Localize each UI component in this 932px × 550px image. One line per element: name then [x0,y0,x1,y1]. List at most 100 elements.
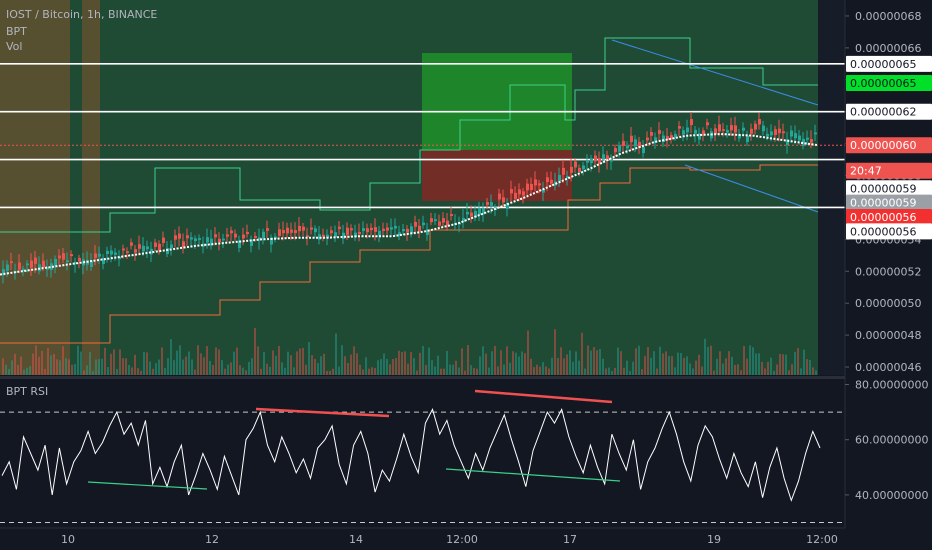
volume-bar [161,347,163,375]
volume-bar [455,360,457,375]
price-pane[interactable] [0,0,845,375]
volume-bar [539,366,541,375]
volume-bar [110,353,112,375]
volume-bar [587,345,589,375]
volume-bar [350,354,352,375]
volume-bar [683,357,685,375]
volume-bar [737,364,739,375]
candle-body [146,246,149,250]
time-tick-label: 10 [61,533,75,546]
price-badge[interactable] [846,137,932,154]
volume-bar [29,366,31,375]
price-badge-label: 0.00000056 [850,211,916,224]
candle-body [214,234,217,238]
volume-bar [725,358,727,375]
volume-bar [239,365,241,375]
candle-body [254,235,257,238]
candle-body [782,131,785,134]
candle-body [694,129,697,134]
price-badge[interactable] [846,103,932,120]
price-badge[interactable] [846,55,932,72]
volume-bar [116,368,118,375]
candle-body [426,229,429,235]
volume-bar [353,346,355,375]
rsi-tick-label: 60.00000000 [855,434,928,447]
channel-upper-line [611,39,819,106]
candle-body [134,249,137,253]
candle-body [690,119,693,126]
candle-body [442,218,445,223]
candle-body [26,263,29,266]
volume-bar [605,368,607,375]
volume-bar [635,348,637,375]
candle-body [562,167,565,175]
candle-body [502,197,505,203]
candle-body [6,264,9,271]
candle-body [250,239,253,246]
vol-legend[interactable]: Vol [6,40,23,53]
volume-bar [2,358,4,375]
volume-bar [44,368,46,375]
time-axis[interactable]: 10 12 14 12:00 17 19 12:00 [0,527,845,546]
volume-bar [476,368,478,375]
candle-body [202,243,205,247]
volume-bar [584,368,586,375]
volume-bar [575,351,577,375]
volume-bar [194,369,196,375]
price-badge-label: 0.00000065 [850,58,916,71]
volume-bar [242,367,244,375]
candle-body [646,137,649,141]
volume-bar [485,353,487,375]
volume-bar [131,367,133,375]
future-area [818,0,845,375]
rsi-pane[interactable] [0,376,845,523]
volume-bar [293,367,295,375]
volume-bar [812,367,814,375]
candle-body [698,133,701,140]
candle-body [262,231,265,239]
price-badge[interactable] [846,209,932,226]
volume-bar [83,370,85,375]
volume-bar [77,345,79,375]
candle-body [314,228,317,233]
volume-bar [653,351,655,375]
price-badge[interactable] [846,180,932,197]
candle-body [298,225,301,232]
volume-bar [182,359,184,375]
candle-body [106,250,109,254]
volume-bar [692,368,694,375]
pane-separator[interactable] [0,376,845,379]
price-axis[interactable]: 0.000000680.000000660.000000640.00000062… [844,0,932,528]
volume-bar [158,359,160,375]
symbol-legend[interactable]: IOST / Bitcoin, 1h, BINANCE [6,8,158,21]
price-badge[interactable] [846,162,932,179]
candle-body [474,210,477,218]
volume-bar [95,359,97,375]
candle-body [778,128,781,134]
volume-bar [404,351,406,375]
price-badge[interactable] [846,74,932,91]
candle-body [94,253,97,258]
candle-body [230,230,233,234]
volume-bar [383,353,385,375]
volume-bar [287,351,289,375]
volume-bar [491,351,493,375]
volume-bar [203,357,205,375]
price-tick-label: 0.00000050 [855,297,921,310]
time-tick-label: 17 [563,533,577,546]
candle-body [438,221,441,226]
candle-body [394,226,397,229]
candle-body [730,125,733,131]
candle-body [686,127,689,133]
rsi-legend[interactable]: BPT RSI [6,385,49,398]
volume-bar [614,367,616,375]
price-badge[interactable] [846,223,932,240]
volume-bar [734,364,736,375]
price-badge[interactable] [846,194,932,211]
volume-bar [413,358,415,375]
bpt-legend[interactable]: BPT [6,25,27,38]
volume-bar [200,353,202,375]
volume-bar [11,360,13,375]
volume-bar [26,367,28,375]
